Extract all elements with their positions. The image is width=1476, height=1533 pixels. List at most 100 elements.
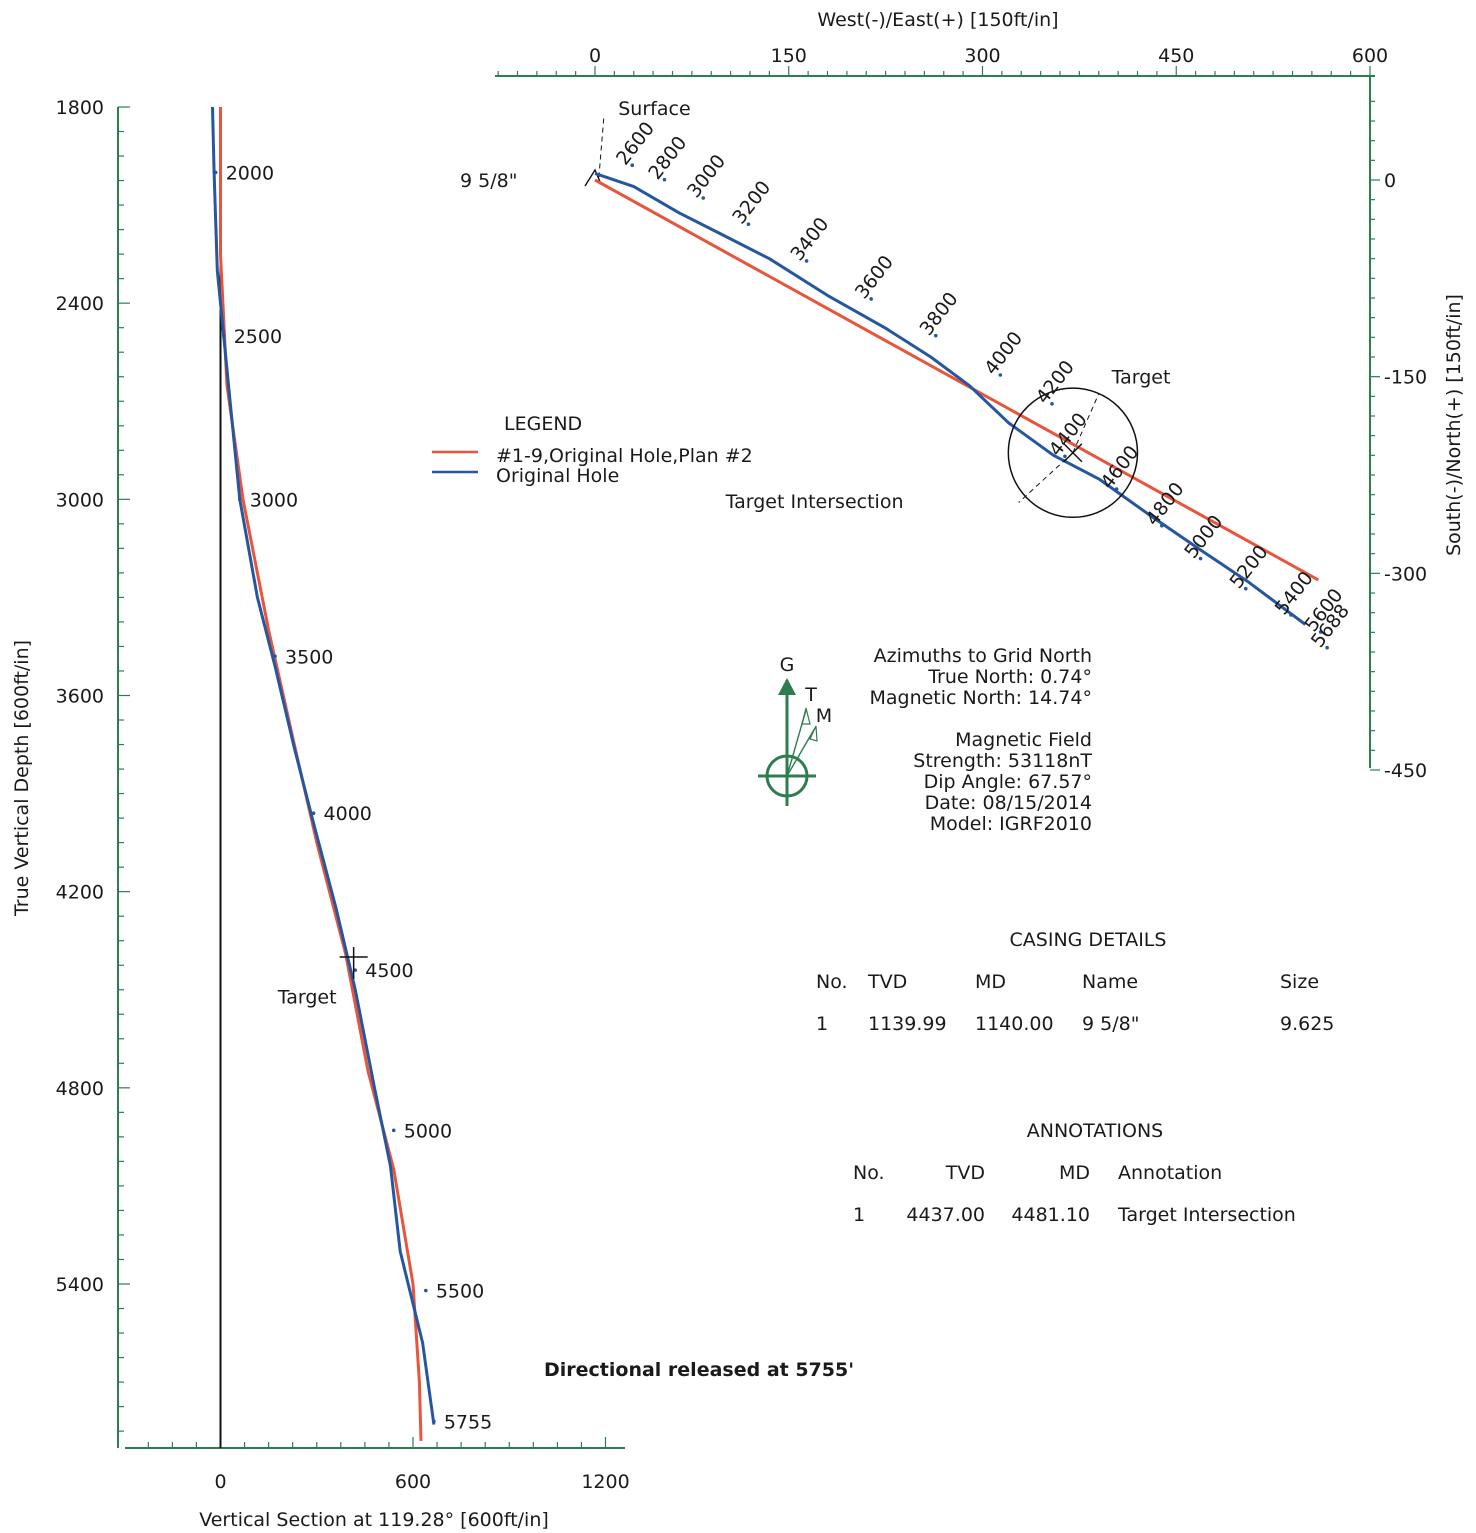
ns-tick-label: -150	[1384, 367, 1427, 389]
plan-annotation: Surface	[618, 98, 690, 120]
annotations-cell-tvd: 4437.00	[906, 1204, 985, 1226]
casing-marker-icon	[584, 168, 602, 187]
plan-series-original	[594, 171, 1307, 626]
plan-md-marker	[1198, 556, 1203, 561]
casing-cell-size: 9.625	[1280, 1013, 1334, 1035]
plan-md-marker	[1114, 487, 1119, 491]
plan-md-marker	[701, 196, 706, 200]
annotations-cell-md: 4481.10	[1011, 1204, 1090, 1226]
annotations-header-md: MD	[1059, 1162, 1090, 1184]
plan-md-label: 5200	[1225, 541, 1272, 593]
magnetic-field-model: Model: IGRF2010	[930, 813, 1092, 835]
ns-tick-label: -300	[1384, 563, 1427, 585]
plan-md-marker	[1289, 613, 1293, 617]
plan-md-marker	[1050, 402, 1054, 406]
annotations-cell-no: 1	[853, 1204, 865, 1226]
plan-md-label: 3200	[728, 177, 775, 229]
casing-header-name: Name	[1082, 971, 1138, 993]
plan-md-marker	[998, 373, 1003, 377]
vs-md-marker	[391, 1128, 396, 1133]
legend-item-plan: #1-9,Original Hole,Plan #2	[496, 445, 753, 467]
tvd-tick-label: 4200	[56, 882, 104, 904]
vertical-section-plot: 1800 2400 3000 3600 4200 4800 5400 0 600 1200 Vert…	[11, 97, 630, 1531]
legend-title: LEGEND	[504, 413, 582, 435]
vs-md-marker	[273, 654, 277, 659]
magnetic-north-value: Magnetic North: 14.74°	[869, 687, 1092, 709]
annotations-cell-annotation: Target Intersection	[1117, 1204, 1296, 1226]
vs-series-plan	[219, 107, 423, 1441]
plan-md-label: 3400	[786, 213, 833, 265]
ew-tick-label: 300	[964, 45, 1000, 67]
plan-md-marker	[1318, 630, 1323, 634]
azimuths-block: Azimuths to Grid North True North: 0.74°…	[869, 645, 1092, 835]
ns-tick-label: -450	[1384, 760, 1427, 782]
grid-north-arrowhead-icon	[778, 678, 796, 695]
casing-cell-md: 1140.00	[975, 1013, 1054, 1035]
plan-series-plan	[594, 178, 1320, 582]
compass-label-m: M	[816, 705, 832, 727]
vs-md-label: 4000	[324, 803, 372, 825]
vs-tick-label: 1200	[581, 1471, 629, 1493]
plan-md-marker	[933, 333, 938, 338]
vs-md-label: 2500	[234, 326, 282, 348]
release-note: Directional released at 5755'	[544, 1359, 854, 1381]
compass-label-t: T	[804, 684, 817, 706]
plan-md-label: 5000	[1180, 511, 1227, 563]
vs-md-marker	[221, 334, 226, 338]
casing-cell-name: 9 5/8"	[1082, 1013, 1139, 1035]
plan-md-marker	[804, 259, 809, 263]
vs-md-marker	[311, 811, 316, 815]
vs-md-marker	[237, 497, 242, 502]
legend-item-original: Original Hole	[496, 465, 619, 487]
vs-md-marker	[432, 1419, 436, 1424]
vs-md-label: 4500	[365, 960, 413, 982]
vs-tick-label: 600	[395, 1471, 431, 1493]
casing-header-md: MD	[975, 971, 1006, 993]
magnetic-field-strength: Strength: 53118nT	[913, 750, 1092, 772]
legend: LEGEND #1-9,Original Hole,Plan #2 Origin…	[432, 413, 753, 487]
ew-tick-label: 600	[1352, 45, 1388, 67]
vs-md-label: 5000	[404, 1120, 452, 1142]
casing-cell-tvd: 1139.99	[868, 1013, 947, 1035]
plan-md-marker	[1159, 523, 1164, 528]
annotations-table: ANNOTATIONS No. TVD MD Annotation 1 4437…	[853, 1120, 1296, 1226]
annotations-header-tvd: TVD	[945, 1162, 985, 1184]
ew-axis-title: West(-)/East(+) [150ft/in]	[817, 9, 1058, 31]
vs-md-marker	[424, 1288, 428, 1293]
ew-tick-label: 0	[589, 45, 601, 67]
casing-details-table: CASING DETAILS No. TVD MD Name Size 1 11…	[816, 929, 1334, 1035]
ew-tick-label: 450	[1158, 45, 1194, 67]
vs-md-label: 5500	[436, 1281, 484, 1303]
annotations-header-no: No.	[853, 1162, 885, 1184]
vs-tick-label: 0	[214, 1471, 226, 1493]
plan-annotation: Target Intersection	[725, 491, 904, 513]
vs-md-marker	[213, 170, 218, 175]
true-north-value: True North: 0.74°	[927, 666, 1092, 688]
vs-md-label: 5755	[444, 1411, 492, 1433]
true-north-arrow-icon	[801, 707, 811, 725]
ns-axis-title: South(-)/North(+) [150ft/in]	[1443, 294, 1465, 556]
plan-md-marker	[630, 163, 635, 168]
plan-md-label: 4200	[1032, 356, 1079, 408]
casing-cell-no: 1	[816, 1013, 828, 1035]
casing-header-no: No.	[816, 971, 848, 993]
tvd-tick-label: 2400	[56, 293, 104, 315]
tvd-tick-label: 1800	[56, 97, 104, 119]
vs-md-label: 2000	[226, 162, 274, 184]
target-circle	[1007, 387, 1139, 519]
vs-axis-title: Vertical Section at 119.28° [600ft/in]	[199, 1509, 549, 1531]
vs-md-label: 3500	[285, 646, 333, 668]
plan-md-label: 3600	[851, 251, 898, 303]
magnetic-field-title: Magnetic Field	[955, 729, 1092, 751]
plan-md-label: 3800	[915, 288, 962, 340]
plan-md-marker	[662, 177, 667, 182]
magnetic-field-dip: Dip Angle: 67.57°	[924, 771, 1092, 793]
plan-annotation: Target	[1111, 367, 1171, 389]
plan-md-marker	[746, 222, 751, 227]
tvd-tick-label: 4800	[56, 1078, 104, 1100]
vs-md-label: 3000	[250, 489, 298, 511]
azimuths-title: Azimuths to Grid North	[874, 645, 1092, 667]
north-arrow: G T M	[758, 654, 832, 806]
plan-md-label: 4000	[980, 327, 1027, 379]
